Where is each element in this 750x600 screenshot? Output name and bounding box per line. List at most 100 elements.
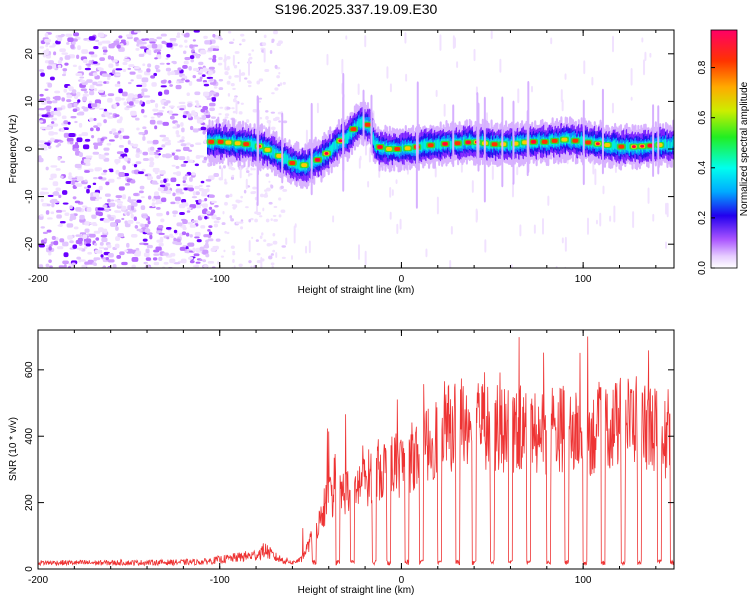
spectrogram-cell [102, 204, 108, 208]
spectrogram-cell [258, 78, 264, 82]
spectrogram-cell [251, 236, 254, 240]
spectrogram-cell [119, 116, 123, 122]
spectrogram-cell [168, 110, 173, 115]
spectrogram-cell [107, 198, 111, 203]
spectrogram-cell [630, 96, 633, 101]
spectrogram-cell [259, 215, 263, 218]
spectrogram-cell [83, 158, 91, 164]
spectrogram-cell [66, 94, 73, 99]
spectrogram-cell [110, 56, 115, 61]
spectrogram-cell [175, 200, 180, 205]
spectrogram-cell [74, 200, 81, 204]
spectrogram-cell [203, 35, 208, 39]
colorbar-tick-label: 0.2 [697, 211, 708, 225]
spectrogram-ytick-label: -20 [24, 237, 35, 252]
spectrogram-cell [54, 90, 61, 94]
spectrogram-cell [211, 200, 217, 204]
spectrogram-cell [115, 96, 122, 102]
spectrogram-cell [133, 216, 137, 222]
spectrogram-cell [197, 155, 205, 158]
spectrogram-cell [151, 182, 159, 185]
spectrogram-cell [272, 249, 276, 253]
spectrogram-cell [232, 252, 236, 256]
spectrogram-cell [133, 164, 138, 168]
spectrogram-cell [169, 233, 174, 238]
spectrogram-cell [173, 155, 179, 161]
spectrogram-cell [62, 68, 68, 72]
spectrogram-cell [140, 46, 147, 49]
spectrogram-cell [291, 255, 294, 260]
spectrogram-cell [260, 256, 263, 268]
spectrogram-cell [125, 34, 133, 37]
spectrogram-cell [112, 69, 116, 75]
spectrogram-cell [215, 245, 219, 250]
spectrogram-cell [228, 75, 232, 80]
spectrogram-cell [208, 225, 213, 229]
spectrogram-cell [189, 55, 195, 60]
spectrogram-cell [80, 88, 87, 92]
spectrogram-cell [358, 157, 361, 169]
spectrogram-cell [172, 241, 178, 245]
spectrogram-cell [83, 186, 88, 189]
spectrogram-cell [160, 180, 164, 184]
spectrogram-cell [234, 51, 240, 54]
spectrogram-cell [228, 167, 234, 170]
spectrogram-cell [107, 97, 113, 103]
spectrogram-cell [45, 105, 52, 110]
spectrogram-cell [147, 220, 151, 225]
spectrogram-cell [210, 247, 216, 252]
spectrogram-cell [248, 219, 252, 223]
spectrogram-cell [181, 136, 185, 140]
spectrogram-cell [232, 38, 235, 42]
spectrogram-cell [250, 217, 254, 221]
spectrogram-cell [555, 265, 558, 268]
spectrogram-cell [159, 184, 166, 188]
spectrogram-cell [350, 127, 357, 132]
spectrogram-cell [205, 114, 211, 119]
spectrogram-cell [163, 101, 169, 106]
spectrogram-cell [136, 199, 142, 203]
spectrogram-cell [191, 110, 196, 115]
spectrogram-cell [270, 111, 276, 114]
spectrogram-cell [178, 101, 186, 105]
spectrogram-cell [185, 248, 191, 254]
spectrogram-cell [191, 220, 196, 223]
spectrogram-cell [204, 215, 208, 220]
spectrogram-cell [252, 109, 258, 113]
spectrogram-cell [258, 100, 262, 103]
spectrogram-cell [170, 177, 177, 183]
spectrogram-cell [51, 235, 56, 241]
spectrogram-cell [232, 54, 235, 66]
spectrogram-cell [531, 140, 536, 144]
spectrogram-cell [103, 169, 108, 173]
spectrogram-cell [240, 226, 244, 230]
spectrogram-cell [39, 46, 45, 49]
spectrogram-cell [105, 256, 110, 261]
spectrogram-cell [104, 193, 111, 197]
spectrogram-cell [189, 224, 196, 228]
spectrogram-cell [72, 64, 77, 68]
spectrogram-cell [40, 198, 44, 203]
spectrogram-cell [271, 40, 275, 43]
snr-xtick-label: 0 [399, 575, 405, 586]
spectrogram-cell [149, 151, 155, 156]
spectrogram-cell [119, 251, 125, 256]
spectrogram-cell [226, 55, 231, 60]
spectrogram-cell [133, 169, 140, 175]
spectrogram-cell [212, 33, 216, 38]
spectrogram-cell [224, 71, 229, 76]
spectrogram-cell [108, 63, 114, 68]
spectrogram-cell [75, 73, 83, 76]
spectrogram-cell [192, 74, 197, 79]
spectrogram-cell [48, 246, 52, 251]
spectrogram-cell [643, 59, 646, 76]
spectrogram-cell [124, 147, 129, 153]
spectrogram-cell [232, 110, 236, 114]
spectrogram-cell [157, 115, 161, 118]
spectrogram-cell [58, 140, 64, 143]
spectrogram-cell [215, 45, 220, 49]
spectrogram-cell [171, 70, 175, 75]
spectrogram-cell [142, 215, 148, 219]
spectrogram-cell [208, 66, 215, 70]
spectrogram-cell [104, 152, 110, 156]
